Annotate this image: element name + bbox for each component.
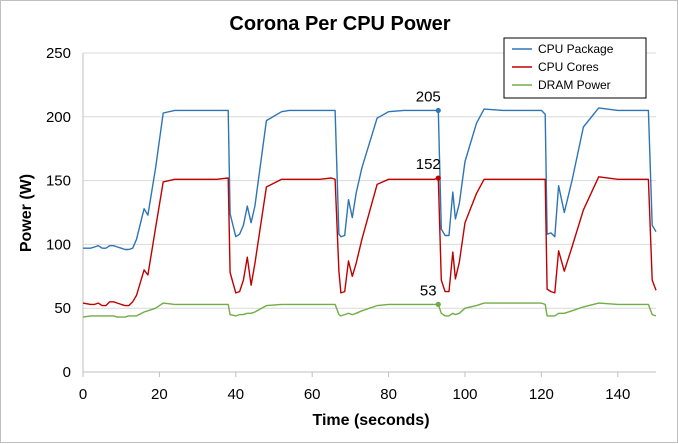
y-tick-label: 150 <box>46 173 71 190</box>
data-point-marker <box>435 175 441 181</box>
data-label: 205 <box>416 88 441 105</box>
x-tick-label: 120 <box>529 386 554 403</box>
y-tick-label: 250 <box>46 45 71 62</box>
x-tick-label: 20 <box>151 386 168 403</box>
x-tick-label: 100 <box>452 386 477 403</box>
legend-label: CPU Package <box>538 42 614 56</box>
x-axis-title: Time (seconds) <box>312 412 429 429</box>
y-tick-label: 200 <box>46 109 71 126</box>
y-axis-title: Power (W) <box>18 174 35 252</box>
x-tick-label: 80 <box>380 386 397 403</box>
series-line-cpu-cores <box>82 176 657 307</box>
legend-label: CPU Cores <box>538 60 599 74</box>
y-tick-label: 0 <box>63 364 71 381</box>
x-tick-label: 140 <box>605 386 630 403</box>
series-line-cpu-package <box>83 107 657 251</box>
legend-box <box>503 37 647 99</box>
x-tick-labels: 0 20 40 60 80 100 120 140 <box>79 386 630 403</box>
y-tick-labels: 0 50 100 150 200 250 <box>46 45 71 381</box>
data-label: 152 <box>416 156 441 173</box>
series-line-dram-power <box>82 302 657 318</box>
y-tick-label: 50 <box>54 300 71 317</box>
x-tick-label: 40 <box>227 386 244 403</box>
legend: CPU Package CPU Cores DRAM Power <box>503 37 647 99</box>
data-label: 53 <box>420 282 437 299</box>
data-point-marker <box>435 107 441 114</box>
x-tick-label: 0 <box>79 386 87 403</box>
axes <box>82 53 656 377</box>
y-tick-label: 100 <box>46 236 71 253</box>
x-tick-label: 60 <box>304 386 321 403</box>
annotations: 205 152 53 <box>416 88 441 307</box>
gridlines <box>83 52 656 309</box>
data-point-marker <box>435 301 441 307</box>
series-lines <box>82 107 657 318</box>
legend-label: DRAM Power <box>538 78 611 92</box>
chart-title: Corona Per CPU Power <box>229 13 450 35</box>
